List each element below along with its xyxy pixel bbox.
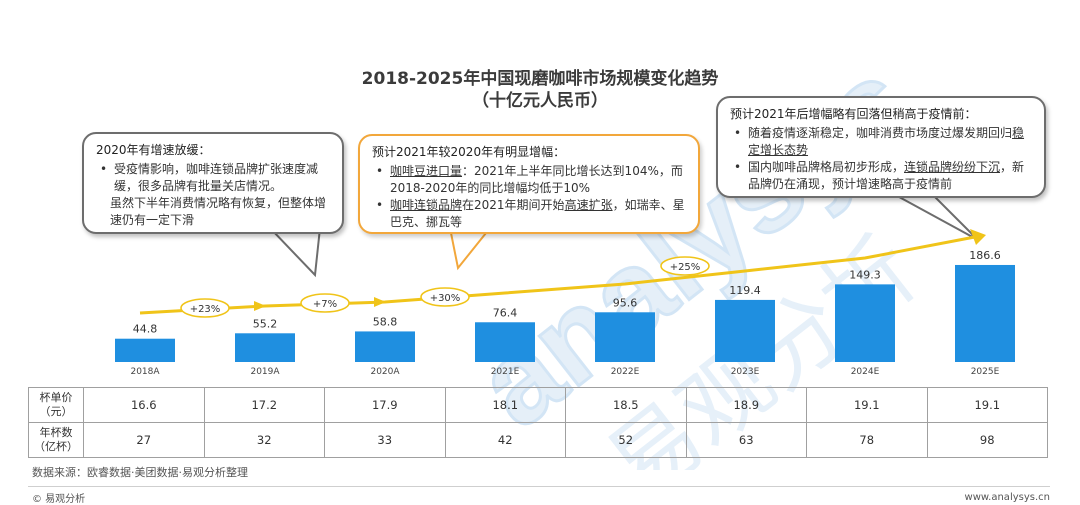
footer-divider: [28, 486, 1050, 487]
bar-value-label: 119.4: [729, 284, 761, 297]
category-label: 2020A: [370, 367, 400, 377]
middle-bubble-pointer: [448, 227, 493, 271]
right-callout: 预计2021年后增幅略有回落但稍高于疫情前： 随着疫情逐渐稳定，咖啡消费市场度过…: [716, 96, 1046, 198]
growth-label: +23%: [190, 304, 221, 315]
bar-2021E: [475, 322, 535, 362]
bar-2019A: [235, 333, 295, 362]
data-table: 杯单价 （元） 16.6 17.2 17.9 18.1 18.5 18.9 19.…: [28, 387, 1048, 458]
table-cell: 52: [565, 422, 687, 458]
trend-arrow-line: [139, 234, 981, 315]
arrow-head: [970, 229, 986, 245]
category-label: 2025E: [971, 367, 1000, 377]
bar-value-label: 76.4: [493, 306, 518, 319]
bar-value-label: 95.6: [613, 296, 638, 309]
bar-2022E: [595, 312, 655, 362]
arrow-marker: [254, 301, 266, 311]
table-cell: 19.1: [926, 387, 1048, 423]
row-header: 杯单价 （元）: [28, 387, 84, 423]
table-cell: 17.9: [324, 387, 446, 423]
right-callout-item-2: 国内咖啡品牌格局初步形成，连锁品牌纷纷下沉，新品牌仍在涌现，预计增速略高于疫情前: [734, 159, 1032, 193]
left-callout-item: 受疫情影响，咖啡连锁品牌扩张速度减缓，很多品牌有批量关店情况。: [100, 161, 330, 195]
table-row: 年杯数 （亿杯） 27 32 33 42 52 63 78 98: [28, 422, 1048, 458]
chart-title: 2018-2025年中国现磨咖啡市场规模变化趋势: [361, 69, 719, 89]
growth-badge: [300, 293, 350, 313]
bar-2020A: [355, 331, 415, 362]
category-label: 2019A: [250, 367, 280, 377]
arrow-marker: [374, 297, 386, 307]
right-bubble-pointer: [889, 191, 979, 241]
growth-badge: [660, 256, 710, 276]
table-cell: 63: [685, 422, 807, 458]
middle-callout: 预计2021年较2020年有明显增幅： 咖啡豆进口量：2021年上半年同比增长达…: [358, 134, 700, 234]
table-cell: 42: [444, 422, 566, 458]
category-label: 2022E: [611, 367, 640, 377]
table-cell: 33: [324, 422, 446, 458]
brand-logo: © 易观分析: [32, 494, 86, 505]
bar-value-label: 149.3: [849, 268, 881, 281]
table-cell: 32: [203, 422, 325, 458]
table-cell: 18.1: [444, 387, 566, 423]
data-source: 数据来源：欧睿数据·美团数据·易观分析整理: [32, 466, 248, 479]
bar-value-label: 58.8: [373, 315, 398, 328]
row-header: 年杯数 （亿杯）: [28, 422, 84, 458]
table-cell: 17.2: [203, 387, 325, 423]
bar-2023E: [715, 299, 775, 362]
left-callout-heading: 2020年有增速放缓：: [96, 143, 211, 157]
growth-label: +25%: [670, 262, 701, 273]
right-callout-item-1: 随着疫情逐渐稳定，咖啡消费市场度过爆发期回归稳定增长态势: [734, 125, 1032, 159]
right-callout-heading: 预计2021年后增幅略有回落但稍高于疫情前：: [730, 107, 977, 121]
category-label: 2023E: [731, 367, 760, 377]
growth-label: +7%: [313, 299, 337, 310]
left-bubble-pointer: [267, 227, 322, 278]
bar-2025E: [955, 264, 1015, 362]
middle-callout-item-2: 咖啡连锁品牌在2021年期间开始高速扩张，如瑞幸、星巴克、挪瓦等: [376, 197, 686, 231]
growth-badge: [420, 287, 470, 307]
table-cell: 16.6: [83, 387, 205, 423]
table-cell: 27: [83, 422, 205, 458]
middle-callout-item-1: 咖啡豆进口量：2021年上半年同比增长达到104%，而2018-2020年的同比…: [376, 163, 686, 197]
table-cell: 18.5: [565, 387, 687, 423]
bar-value-label: 186.6: [969, 249, 1001, 262]
bar-2024E: [835, 284, 895, 362]
table-cell: 19.1: [806, 387, 928, 423]
category-label: 2024E: [851, 367, 880, 377]
table-cell: 98: [926, 422, 1048, 458]
growth-badge: [180, 298, 230, 318]
growth-label: +30%: [430, 293, 461, 304]
left-callout: 2020年有增速放缓： 受疫情影响，咖啡连锁品牌扩张速度减缓，很多品牌有批量关店…: [82, 132, 344, 234]
category-label: 2021E: [491, 367, 520, 377]
bar-value-label: 55.2: [253, 317, 278, 330]
table-row: 杯单价 （元） 16.6 17.2 17.9 18.1 18.5 18.9 19.…: [28, 387, 1048, 423]
table-cell: 78: [806, 422, 928, 458]
bar-value-label: 44.8: [133, 323, 158, 336]
middle-callout-heading: 预计2021年较2020年有明显增幅：: [372, 145, 566, 159]
category-label: 2018A: [130, 367, 160, 377]
chart-subtitle: （十亿元人民币）: [472, 91, 608, 111]
bar-2018A: [115, 338, 175, 362]
left-callout-extra: 虽然下半年消费情况略有恢复，但整体增速仍有一定下滑: [110, 196, 327, 227]
table-cell: 18.9: [685, 387, 807, 423]
site-url: www.analysys.cn: [964, 492, 1050, 503]
